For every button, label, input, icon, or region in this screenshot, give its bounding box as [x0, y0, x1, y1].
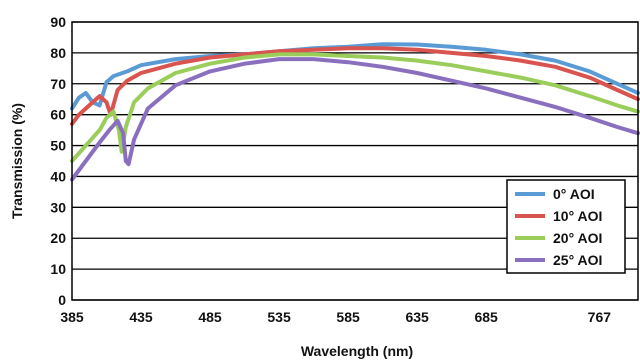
- y-tick-label: 30: [50, 199, 66, 215]
- y-tick-label: 40: [50, 168, 66, 184]
- legend-label: 0° AOI: [553, 186, 595, 202]
- y-axis-title: Transmission (%): [9, 103, 25, 219]
- x-tick-label: 767: [588, 309, 612, 325]
- series-line-1: [70, 46, 640, 126]
- legend-label: 25° AOI: [553, 252, 602, 268]
- x-tick-label: 685: [474, 309, 498, 325]
- x-axis-title: Wavelength (nm): [301, 343, 413, 359]
- y-tick-labels: 0 10 20 30 40 50 60 70 80 90: [50, 14, 66, 308]
- y-tick-label: 10: [50, 261, 66, 277]
- legend: 0° AOI 10° AOI 20° AOI 25° AOI: [506, 179, 626, 274]
- plot-frame: [71, 21, 639, 301]
- x-tick-label: 635: [405, 309, 429, 325]
- x-tick-labels: 385 435 485 535 585 635 685 767: [60, 309, 611, 325]
- y-tick-label: 20: [50, 230, 66, 246]
- legend-label: 20° AOI: [553, 230, 602, 246]
- y-tick-label: 80: [50, 45, 66, 61]
- x-tick-label: 385: [60, 309, 84, 325]
- series-line-2: [70, 52, 640, 163]
- y-tick-label: 50: [50, 138, 66, 154]
- y-tick-label: 70: [50, 76, 66, 92]
- y-tick-label: 90: [50, 14, 66, 30]
- y-tick-label: 60: [50, 107, 66, 123]
- x-tick-label: 435: [129, 309, 153, 325]
- x-tick-label: 535: [267, 309, 291, 325]
- y-tick-label: 0: [58, 292, 66, 308]
- series-line-3: [70, 57, 640, 182]
- legend-label: 10° AOI: [553, 208, 602, 224]
- legend-items: 0° AOI 10° AOI 20° AOI 25° AOI: [515, 186, 602, 268]
- series-lines: [70, 42, 640, 182]
- x-tick-label: 585: [336, 309, 360, 325]
- x-tick-label: 485: [198, 309, 222, 325]
